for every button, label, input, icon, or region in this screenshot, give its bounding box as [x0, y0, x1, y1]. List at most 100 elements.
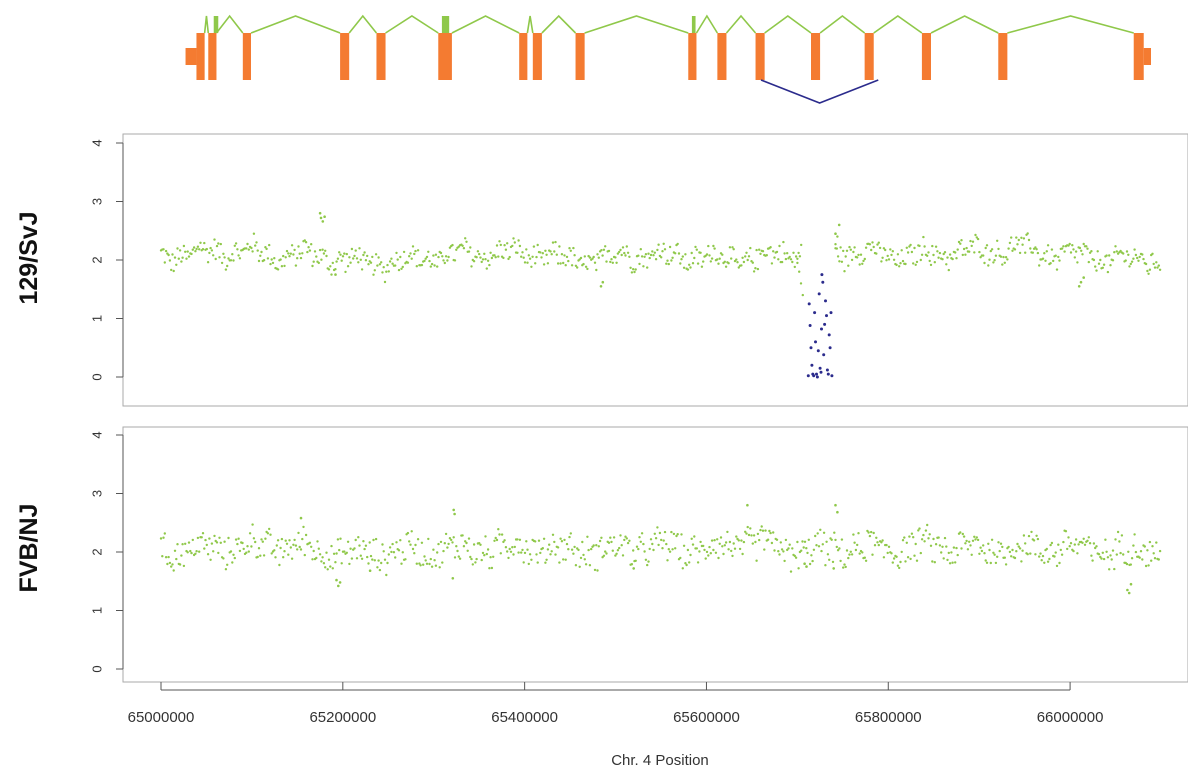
- data-point: [852, 250, 855, 254]
- data-point: [516, 538, 519, 541]
- data-point: [411, 547, 415, 551]
- data-point: [184, 250, 187, 253]
- data-point: [863, 257, 866, 261]
- data-point: [368, 541, 371, 544]
- data-point: [196, 245, 200, 248]
- data-point: [966, 548, 970, 551]
- data-point: [562, 261, 565, 265]
- data-point: [380, 561, 383, 565]
- data-point: [1008, 241, 1012, 245]
- deletion-point: [815, 372, 818, 376]
- data-point: [1017, 238, 1020, 242]
- data-point: [859, 253, 863, 256]
- data-point: [195, 550, 198, 553]
- data-point: [702, 544, 705, 548]
- data-point: [1060, 553, 1064, 556]
- data-point: [464, 540, 467, 543]
- data-point: [969, 239, 972, 243]
- data-point: [195, 247, 198, 251]
- data-point: [247, 248, 250, 251]
- data-point: [777, 550, 780, 553]
- data-point: [289, 546, 292, 549]
- data-point: [200, 536, 203, 539]
- deletion-point: [815, 375, 819, 379]
- data-point: [1158, 549, 1162, 553]
- data-point: [1105, 550, 1108, 553]
- data-point: [427, 537, 430, 541]
- data-point: [322, 562, 326, 565]
- intron: [1007, 15, 1134, 34]
- data-point: [229, 259, 233, 262]
- data-point: [1115, 250, 1119, 253]
- data-point: [600, 536, 603, 539]
- data-point: [205, 543, 208, 547]
- data-point: [917, 529, 920, 532]
- data-point: [553, 250, 556, 253]
- intron: [819, 14, 866, 34]
- intron: [873, 15, 923, 34]
- data-point: [722, 552, 725, 556]
- data-point: [983, 552, 986, 555]
- x-tick-label: 65000000: [128, 709, 195, 726]
- data-point: [621, 246, 625, 249]
- data-point: [788, 543, 791, 546]
- data-point: [1057, 543, 1060, 546]
- data-point: [256, 555, 259, 559]
- data-point: [317, 547, 320, 550]
- data-point: [192, 246, 196, 249]
- data-point: [567, 548, 570, 551]
- data-point: [251, 523, 254, 526]
- deletion-point: [825, 368, 829, 372]
- deletion-point: [821, 280, 825, 284]
- data-point: [932, 537, 935, 541]
- data-point: [950, 551, 953, 554]
- data-point: [1152, 262, 1155, 266]
- data-point: [1088, 542, 1092, 545]
- data-point: [479, 256, 482, 259]
- data-point: [245, 247, 248, 250]
- data-point: [312, 260, 315, 263]
- data-point: [777, 258, 780, 261]
- data-point: [1157, 264, 1161, 267]
- data-point: [290, 244, 294, 247]
- data-point: [181, 256, 184, 259]
- data-point: [721, 253, 724, 256]
- data-point: [1058, 259, 1061, 262]
- data-point: [942, 252, 945, 256]
- outlier-point: [832, 567, 835, 570]
- data-point: [737, 266, 740, 269]
- data-point: [604, 245, 607, 248]
- data-point: [882, 556, 886, 559]
- data-point: [215, 541, 219, 544]
- data-point: [656, 248, 659, 252]
- data-point: [708, 254, 711, 257]
- data-point: [560, 253, 564, 256]
- data-point: [353, 254, 356, 258]
- data-point: [922, 235, 925, 239]
- data-point: [778, 553, 781, 556]
- intron: [526, 15, 534, 34]
- data-point: [1074, 250, 1078, 253]
- data-point: [707, 244, 710, 248]
- data-point: [296, 257, 299, 260]
- data-point: [1097, 553, 1101, 556]
- data-point: [583, 255, 586, 258]
- data-point: [324, 249, 327, 252]
- data-point: [254, 540, 257, 544]
- data-point: [745, 251, 748, 254]
- data-point: [1138, 255, 1141, 259]
- data-point: [1113, 251, 1116, 254]
- data-point: [217, 551, 220, 555]
- data-point: [861, 262, 864, 265]
- coding-block: [213, 16, 219, 33]
- data-point: [610, 258, 613, 261]
- data-point: [885, 259, 888, 262]
- data-point: [612, 536, 616, 539]
- data-point: [213, 238, 216, 241]
- data-point: [688, 263, 691, 266]
- data-point: [1049, 543, 1052, 547]
- data-point: [284, 256, 287, 259]
- deletion-point: [827, 333, 831, 337]
- data-point: [954, 561, 957, 564]
- data-point: [1119, 551, 1122, 555]
